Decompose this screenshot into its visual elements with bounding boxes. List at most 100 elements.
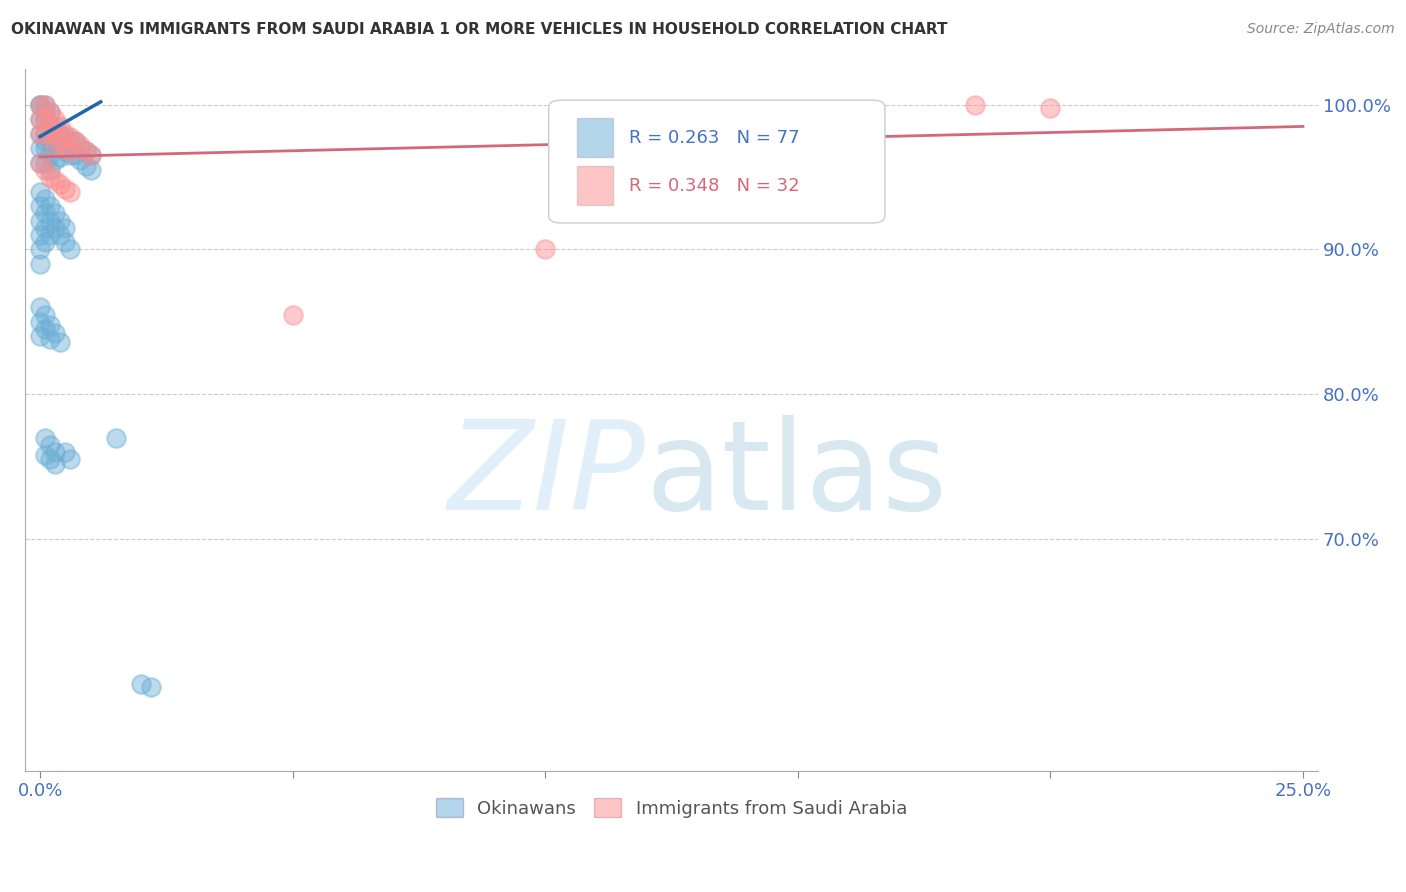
Point xyxy=(59,243,82,257)
Point xyxy=(75,144,97,158)
Point xyxy=(75,159,97,173)
Point xyxy=(79,148,101,162)
Point xyxy=(44,129,66,144)
Text: atlas: atlas xyxy=(645,416,948,536)
Point xyxy=(59,129,82,144)
Point xyxy=(44,326,66,341)
Point xyxy=(30,155,52,169)
Point xyxy=(34,220,56,235)
Point xyxy=(39,120,62,134)
Point xyxy=(65,134,87,148)
Point xyxy=(79,162,101,177)
Point xyxy=(39,120,62,134)
Point xyxy=(59,148,82,162)
Point xyxy=(30,329,52,343)
Point xyxy=(34,97,56,112)
Point xyxy=(39,227,62,242)
Point xyxy=(49,138,72,153)
Point xyxy=(30,97,52,112)
Point xyxy=(44,220,66,235)
Point xyxy=(30,112,52,127)
Point xyxy=(53,445,76,459)
Point xyxy=(34,308,56,322)
Point xyxy=(49,213,72,227)
FancyBboxPatch shape xyxy=(548,100,884,223)
Point xyxy=(53,141,76,155)
Point xyxy=(39,199,62,213)
Point xyxy=(39,148,62,162)
Point xyxy=(1039,101,1062,115)
Point xyxy=(30,185,52,199)
Point xyxy=(39,134,62,148)
Point xyxy=(69,153,91,167)
Point xyxy=(39,332,62,346)
Point xyxy=(79,148,101,162)
Point xyxy=(34,141,56,155)
Point xyxy=(39,318,62,332)
Legend: Okinawans, Immigrants from Saudi Arabia: Okinawans, Immigrants from Saudi Arabia xyxy=(429,791,914,825)
Point xyxy=(281,308,304,322)
FancyBboxPatch shape xyxy=(576,166,613,205)
Point xyxy=(30,112,52,127)
Point xyxy=(34,105,56,120)
FancyBboxPatch shape xyxy=(576,119,613,157)
Point xyxy=(59,134,82,148)
Point xyxy=(75,144,97,158)
Point xyxy=(39,105,62,120)
Text: ZIP: ZIP xyxy=(447,416,645,536)
Point xyxy=(53,144,76,158)
Point xyxy=(69,138,91,153)
Point xyxy=(44,141,66,155)
Point xyxy=(34,97,56,112)
Point xyxy=(44,457,66,471)
Point xyxy=(53,127,76,141)
Point xyxy=(39,170,62,185)
Point xyxy=(49,120,72,134)
Point xyxy=(65,134,87,148)
Point xyxy=(44,173,66,187)
Point xyxy=(53,235,76,250)
Point xyxy=(44,120,66,134)
Point xyxy=(129,677,152,691)
Text: OKINAWAN VS IMMIGRANTS FROM SAUDI ARABIA 1 OR MORE VEHICLES IN HOUSEHOLD CORRELA: OKINAWAN VS IMMIGRANTS FROM SAUDI ARABIA… xyxy=(11,22,948,37)
Point xyxy=(49,134,72,148)
Point xyxy=(59,144,82,158)
Point xyxy=(39,452,62,467)
Point xyxy=(34,155,56,169)
Point xyxy=(141,680,163,694)
Point xyxy=(34,448,56,462)
Point xyxy=(59,452,82,467)
Point xyxy=(44,206,66,220)
Point xyxy=(30,227,52,242)
Point xyxy=(44,141,66,155)
Point xyxy=(34,127,56,141)
Text: R = 0.263   N = 77: R = 0.263 N = 77 xyxy=(628,128,800,146)
Point xyxy=(34,127,56,141)
Point xyxy=(49,178,72,192)
Point xyxy=(49,335,72,350)
Point xyxy=(53,129,76,144)
Point xyxy=(44,127,66,141)
Point xyxy=(34,112,56,127)
Point xyxy=(53,220,76,235)
Point xyxy=(30,315,52,329)
Point xyxy=(30,141,52,155)
Point xyxy=(44,112,66,127)
Point xyxy=(53,182,76,196)
Point xyxy=(30,243,52,257)
Point xyxy=(30,199,52,213)
Point xyxy=(49,150,72,164)
Point xyxy=(34,206,56,220)
Point xyxy=(30,257,52,271)
Point xyxy=(34,235,56,250)
Text: Source: ZipAtlas.com: Source: ZipAtlas.com xyxy=(1247,22,1395,37)
Point xyxy=(34,134,56,148)
Point xyxy=(39,105,62,120)
Point xyxy=(44,153,66,167)
Point xyxy=(39,438,62,452)
Point xyxy=(963,97,986,112)
Point xyxy=(30,213,52,227)
Point xyxy=(39,213,62,227)
Point xyxy=(39,162,62,177)
Point xyxy=(104,431,127,445)
